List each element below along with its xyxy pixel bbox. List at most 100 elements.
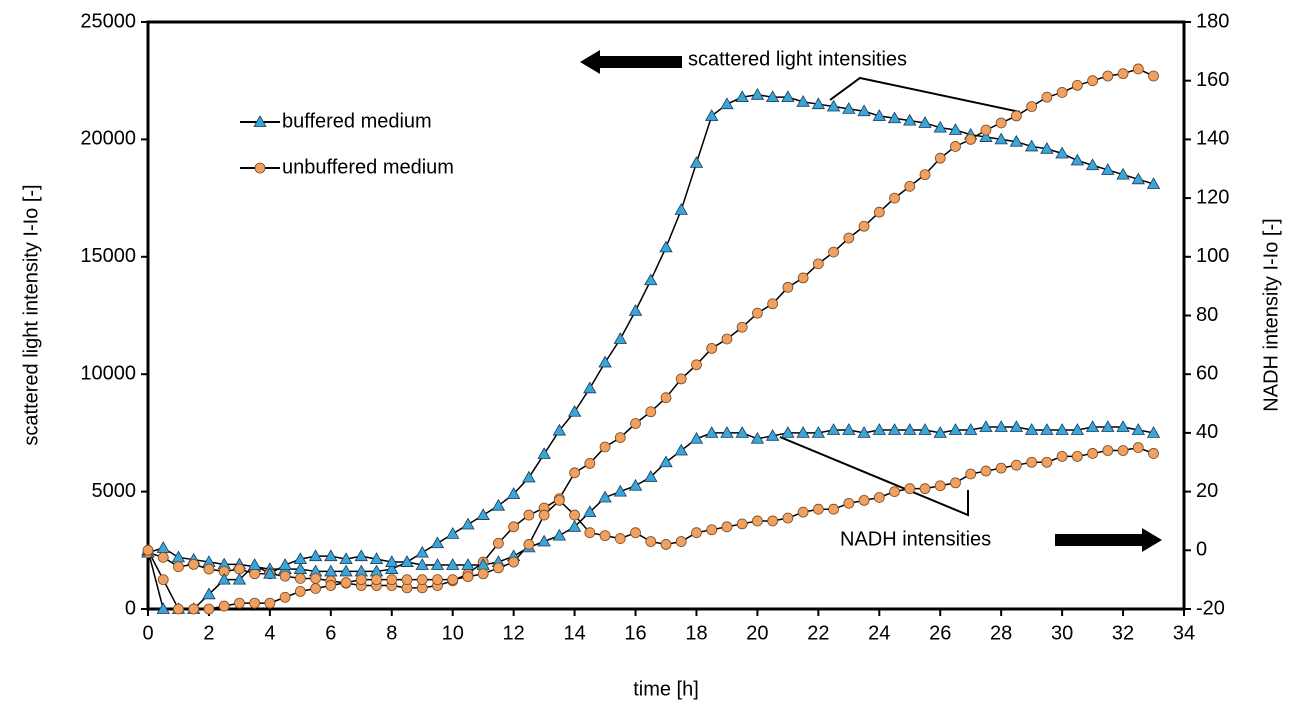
annotation: scattered light intensities <box>688 48 907 70</box>
circle-marker <box>721 521 733 533</box>
triangle-marker <box>583 381 597 394</box>
triangle-marker <box>491 498 506 511</box>
triangle-marker <box>720 97 734 110</box>
y2-tick-label: 0 <box>1196 539 1207 561</box>
x-tick-label: 6 <box>325 622 336 644</box>
triangle-marker <box>476 508 490 520</box>
circle-marker <box>843 232 855 244</box>
circle-marker <box>965 133 977 145</box>
triangle-marker <box>552 423 567 436</box>
triangle-marker <box>994 132 1008 145</box>
circle-marker <box>965 468 977 480</box>
circle-marker <box>980 124 992 136</box>
annotation: NADH intensities <box>840 528 991 550</box>
triangle-marker <box>689 156 704 168</box>
triangle-marker <box>537 447 551 459</box>
circle-marker <box>767 515 779 527</box>
triangle-marker <box>400 555 414 567</box>
triangle-marker <box>415 558 429 570</box>
triangle-marker <box>735 426 749 438</box>
circle-marker <box>828 503 839 515</box>
triangle-marker <box>339 552 353 565</box>
triangle-marker <box>1024 139 1039 152</box>
circle-marker <box>660 392 672 404</box>
triangle-marker <box>948 123 963 135</box>
triangle-marker <box>506 487 521 499</box>
x-tick-label: 30 <box>1051 622 1073 644</box>
y-tick-label: 10000 <box>80 362 136 384</box>
triangle-marker <box>522 470 536 483</box>
circle-marker <box>934 152 946 164</box>
triangle-marker <box>857 426 871 438</box>
circle-marker <box>447 574 459 586</box>
circle-marker <box>1071 450 1083 462</box>
triangle-marker <box>461 558 475 570</box>
triangle-marker <box>918 116 932 128</box>
triangle-marker <box>689 431 704 444</box>
series-line <box>147 68 1154 589</box>
circle-marker <box>493 537 504 549</box>
circle-marker <box>1056 450 1068 462</box>
triangle-marker <box>781 90 795 103</box>
circle-marker <box>508 556 520 568</box>
triangle-marker <box>324 549 338 562</box>
circle-marker <box>569 509 580 521</box>
triangle-marker <box>598 490 612 503</box>
circle-marker <box>630 418 641 429</box>
triangle-marker <box>156 541 170 553</box>
arrow-right <box>1055 528 1162 552</box>
circle-marker <box>523 539 535 550</box>
pointer-line <box>829 76 1021 113</box>
triangle-marker <box>1055 423 1069 435</box>
triangle-marker <box>247 558 262 570</box>
y2-tick-label: 120 <box>1196 186 1229 208</box>
circle-marker <box>706 342 718 354</box>
triangle-marker <box>720 426 734 438</box>
triangle-marker <box>1055 146 1069 159</box>
circle-marker <box>508 521 520 533</box>
triangle-marker <box>887 111 902 124</box>
triangle-marker <box>263 566 277 579</box>
circle-marker <box>995 117 1007 129</box>
circle-marker <box>569 467 580 479</box>
y-tick-label: 20000 <box>80 128 136 150</box>
circle-marker <box>294 573 306 584</box>
circle-marker <box>889 486 900 498</box>
circle-marker <box>264 597 276 609</box>
circle-marker <box>1056 87 1068 98</box>
circle-marker <box>752 307 763 319</box>
y2-tick-label: 100 <box>1196 245 1229 267</box>
circle-marker <box>254 162 266 174</box>
triangle-marker <box>705 426 719 438</box>
x-tick-label: 16 <box>624 622 646 644</box>
circle-marker <box>325 580 337 591</box>
circle-marker <box>767 298 779 310</box>
triangle-marker <box>1070 423 1085 435</box>
circle-marker <box>1102 445 1114 456</box>
triangle-marker <box>1146 426 1161 438</box>
circle-marker <box>416 574 428 586</box>
circle-marker <box>157 551 169 563</box>
triangle-marker <box>293 552 308 565</box>
triangle-marker <box>796 95 810 107</box>
triangle-marker <box>644 273 658 286</box>
circle-marker <box>843 497 855 509</box>
circle-marker <box>538 509 550 521</box>
y2-tick-label: 180 <box>1196 10 1229 32</box>
circle-marker <box>294 585 306 597</box>
circle-marker <box>736 321 748 333</box>
circle-marker <box>249 597 261 609</box>
triangle-marker <box>765 90 780 103</box>
triangle-marker <box>750 87 765 100</box>
circle-marker <box>858 495 870 506</box>
circle-marker <box>310 573 321 584</box>
circle-marker <box>1011 110 1022 122</box>
x-tick-label: 10 <box>442 622 464 644</box>
y2-tick-label: 40 <box>1196 421 1218 443</box>
triangle-marker <box>1101 420 1115 432</box>
triangle-marker <box>811 426 826 438</box>
x-tick-label: 2 <box>203 622 214 644</box>
x-tick-label: 4 <box>264 622 275 644</box>
circle-marker <box>173 603 184 615</box>
